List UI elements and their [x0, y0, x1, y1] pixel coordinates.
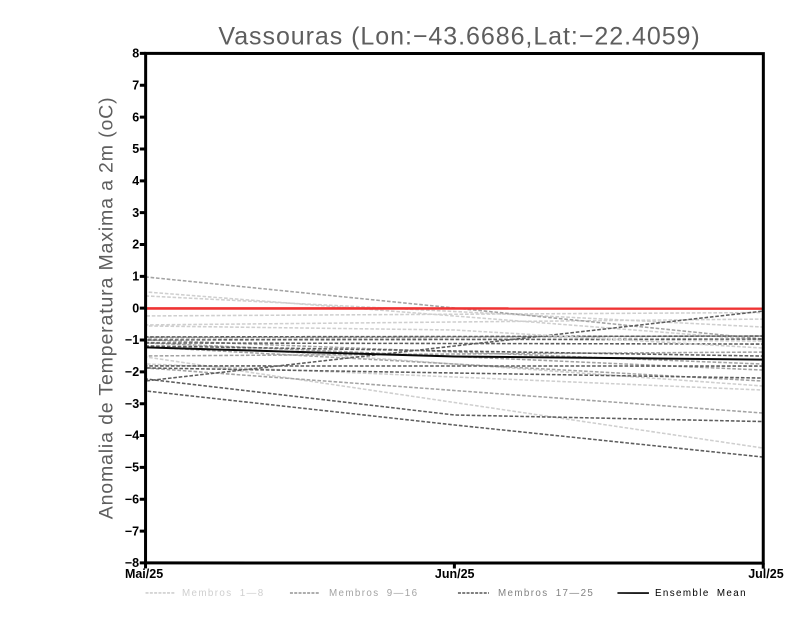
svg-text:Mai/25: Mai/25 — [125, 567, 163, 581]
svg-text:1: 1 — [132, 270, 139, 284]
svg-text:Jul/25: Jul/25 — [748, 567, 783, 581]
svg-text:Vassouras (Lon:−43.6686,Lat:−2: Vassouras (Lon:−43.6686,Lat:−22.4059) — [218, 23, 700, 51]
svg-text:−2: −2 — [125, 365, 139, 379]
svg-text:−7: −7 — [125, 524, 139, 538]
svg-text:6: 6 — [132, 110, 139, 124]
svg-text:−1: −1 — [125, 333, 139, 347]
svg-text:Membros 17—25: Membros 17—25 — [498, 588, 594, 599]
svg-text:4: 4 — [132, 174, 139, 188]
svg-text:Ensemble Mean: Ensemble Mean — [655, 588, 747, 599]
svg-text:0: 0 — [132, 301, 139, 315]
svg-text:Membros 9—16: Membros 9—16 — [329, 588, 419, 599]
svg-text:5: 5 — [132, 142, 139, 156]
svg-text:3: 3 — [132, 206, 139, 220]
svg-text:8: 8 — [132, 47, 139, 61]
svg-text:Anomalia de Temperatura Maxima: Anomalia de Temperatura Maxima a 2m (oC) — [95, 97, 117, 520]
svg-text:2: 2 — [132, 238, 139, 252]
svg-text:−6: −6 — [125, 492, 139, 506]
svg-text:Jun/25: Jun/25 — [435, 567, 475, 581]
svg-text:−3: −3 — [125, 397, 139, 411]
svg-text:7: 7 — [132, 78, 139, 92]
svg-text:−4: −4 — [125, 429, 139, 443]
svg-text:−5: −5 — [125, 461, 139, 475]
svg-text:Membros 1—8: Membros 1—8 — [182, 588, 265, 599]
